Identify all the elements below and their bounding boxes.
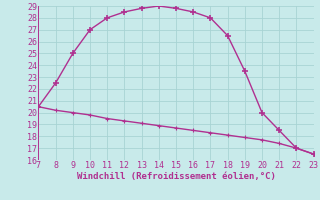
X-axis label: Windchill (Refroidissement éolien,°C): Windchill (Refroidissement éolien,°C): [76, 172, 276, 181]
